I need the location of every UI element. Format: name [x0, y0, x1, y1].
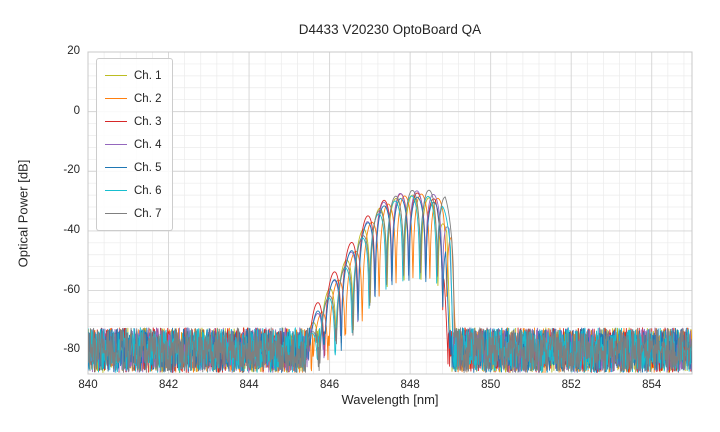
y-tick-label--20: -20 — [63, 164, 80, 177]
legend-line-swatch — [105, 144, 127, 145]
legend-line-swatch — [105, 167, 127, 168]
legend-item-label: Ch. 7 — [134, 207, 162, 220]
x-tick-label-844: 844 — [239, 379, 259, 391]
legend-item-label: Ch. 6 — [134, 184, 162, 197]
legend-item-ch-6: Ch. 6 — [105, 179, 162, 202]
x-tick-label-840: 840 — [78, 379, 98, 391]
legend-item-label: Ch. 3 — [134, 115, 162, 128]
x-tick-label-842: 842 — [158, 379, 179, 391]
legend-item-ch-5: Ch. 5 — [105, 156, 162, 179]
x-tick-label-854: 854 — [642, 379, 662, 391]
y-tick-label-20: 20 — [67, 45, 80, 57]
legend-line-swatch — [105, 213, 127, 214]
legend-line-swatch — [105, 75, 127, 76]
y-axis-label: Optical Power [dB] — [15, 159, 31, 268]
x-tick-label-848: 848 — [400, 379, 420, 391]
legend-line-swatch — [105, 98, 127, 99]
x-axis-label: Wavelength [nm] — [341, 392, 439, 407]
legend-item-label: Ch. 5 — [134, 161, 162, 174]
legend-item-label: Ch. 4 — [134, 138, 162, 151]
y-tick-label--80: -80 — [63, 343, 80, 356]
legend-item-ch-3: Ch. 3 — [105, 110, 162, 133]
x-tick-label-846: 846 — [320, 379, 340, 391]
x-tick-label-852: 852 — [561, 379, 581, 391]
y-tick-label--60: -60 — [63, 283, 80, 296]
y-tick-label--40: -40 — [63, 223, 80, 236]
legend: Ch. 1 Ch. 2 Ch. 3 Ch. 4 Ch. 5 Ch. 6 Ch. 7 — [96, 58, 173, 231]
legend-item-ch-1: Ch. 1 — [105, 64, 162, 87]
legend-item-label: Ch. 1 — [134, 69, 162, 82]
chart-title: D4433 V20230 OptoBoard QA — [298, 22, 482, 37]
y-tick-label-0: 0 — [73, 104, 80, 117]
legend-item-ch-4: Ch. 4 — [105, 133, 162, 156]
x-tick-label-850: 850 — [481, 379, 501, 391]
legend-line-swatch — [105, 190, 127, 191]
legend-line-swatch — [105, 121, 127, 122]
legend-item-ch-7: Ch. 7 — [105, 202, 162, 225]
legend-item-label: Ch. 2 — [134, 92, 162, 105]
legend-item-ch-2: Ch. 2 — [105, 87, 162, 110]
